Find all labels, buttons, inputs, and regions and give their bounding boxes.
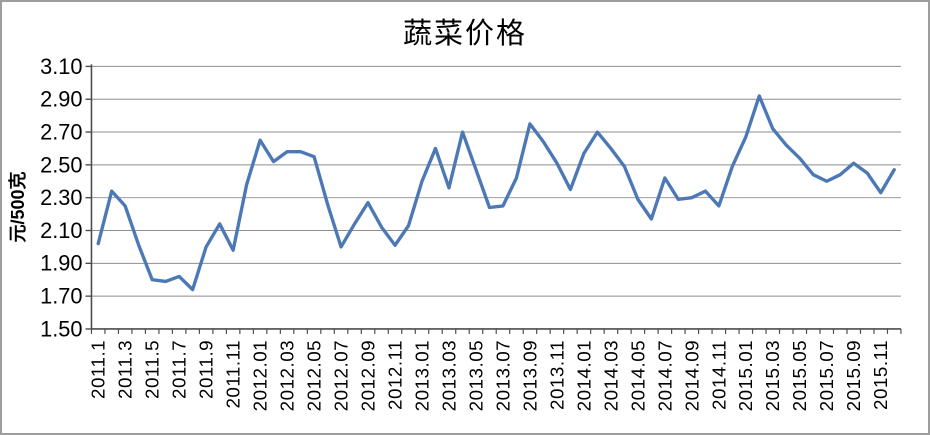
x-tick-label: 2013.07 (492, 340, 513, 411)
x-tick-label: 2011.5 (142, 340, 163, 399)
x-tick-label: 2015.07 (816, 340, 837, 411)
x-tick-label: 2014.05 (627, 340, 648, 411)
x-tick-label: 2013.05 (465, 340, 486, 411)
y-axis-title: 元/500克 (8, 171, 28, 243)
x-tick-label: 2012.07 (330, 340, 351, 411)
x-tick-label: 2014.03 (600, 340, 621, 411)
y-tick-label: 2.90 (40, 87, 82, 112)
y-tick-label: 2.70 (40, 119, 82, 144)
y-tick-label: 2.10 (40, 218, 82, 243)
x-tick-label: 2012.01 (250, 340, 271, 411)
price-series-line (96, 94, 896, 292)
x-tick-label: 2015.09 (843, 340, 864, 411)
y-tick-label: 2.30 (40, 185, 82, 210)
x-tick-label: 2011.3 (115, 340, 136, 399)
x-tick-label: 2011.9 (196, 340, 217, 399)
x-tick-label: 2011.1 (88, 340, 109, 399)
x-tick-label: 2014.09 (681, 340, 702, 411)
x-tick-label: 2012.11 (384, 340, 405, 410)
x-tick-label: 2013.03 (438, 340, 459, 411)
x-tick-label: 2013.11 (546, 340, 567, 410)
x-tick-label: 2012.03 (277, 340, 298, 411)
x-tick-label: 2015.01 (735, 340, 756, 411)
x-tick-label: 2015.03 (762, 340, 783, 411)
x-tick-label: 2013.01 (411, 340, 432, 411)
y-tick-label: 1.70 (40, 284, 82, 309)
chart-title: 蔬菜价格 (402, 18, 527, 50)
x-tick-label: 2011.7 (169, 340, 190, 399)
x-tick-label: 2012.05 (304, 340, 325, 411)
x-tick-label: 2011.11 (223, 340, 244, 409)
y-tick-label: 2.50 (40, 152, 82, 177)
y-tick-label: 1.90 (40, 251, 82, 276)
x-tick-label: 2012.09 (357, 340, 378, 411)
x-tick-label: 2015.05 (789, 340, 810, 411)
x-tick-label: 2014.07 (654, 340, 675, 411)
x-tick-label: 2013.09 (519, 340, 540, 411)
y-tick-label: 3.10 (40, 54, 82, 79)
x-tick-label: 2014.11 (708, 340, 729, 410)
y-tick-label: 1.50 (40, 316, 82, 341)
x-tick-label: 2014.01 (573, 340, 594, 411)
x-tick-label: 2015.11 (870, 340, 891, 410)
